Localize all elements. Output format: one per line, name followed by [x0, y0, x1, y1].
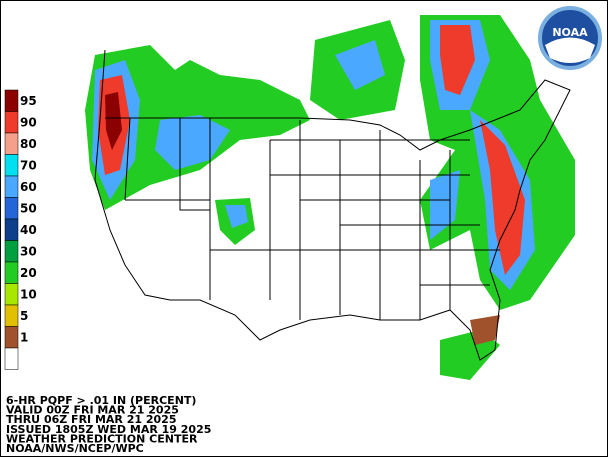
legend: 95 90 80 70 60 50 40 30 20 10 5 1	[4, 89, 37, 370]
footer-line: VALID 00Z FRI MAR 21 2025	[6, 404, 179, 417]
legend-swatch-blank	[4, 347, 19, 370]
legend-label: 95	[20, 94, 37, 108]
footer: 6-HR PQPF > .01 IN (PERCENT)VALID 00Z FR…	[6, 394, 211, 455]
legend-label: 90	[20, 115, 37, 129]
footer-line: THRU 06Z FRI MAR 21 2025	[6, 413, 176, 426]
footer-line: ISSUED 1805Z WED MAR 19 2025	[6, 423, 211, 436]
legend-label: 60	[20, 180, 37, 194]
legend-swatch	[4, 89, 19, 112]
legend-swatch	[4, 240, 19, 263]
legend-label: 30	[20, 244, 37, 258]
footer-line: WEATHER PREDICTION CENTER	[6, 432, 198, 445]
legend-swatch	[4, 218, 19, 241]
legend-label: 10	[20, 287, 37, 301]
footer-line: 6-HR PQPF > .01 IN (PERCENT)	[6, 394, 196, 407]
legend-swatch	[4, 197, 19, 220]
boundaries	[94, 49, 571, 361]
legend-label: 40	[20, 223, 37, 237]
legend-label: 1	[20, 330, 28, 344]
legend-swatch	[4, 154, 19, 177]
legend-swatch	[4, 304, 19, 327]
legend-swatch	[4, 175, 19, 198]
noaa-logo: NOAA	[538, 6, 602, 70]
legend-label: 70	[20, 158, 37, 172]
legend-swatch	[4, 132, 19, 155]
legend-swatch	[4, 283, 19, 306]
legend-label: 5	[20, 309, 28, 323]
legend-label: 80	[20, 137, 37, 151]
legend-swatch	[4, 261, 19, 284]
footer-line: NOAA/NWS/NCEP/WPC	[6, 442, 144, 455]
precip-areas	[85, 15, 575, 380]
logo-text: NOAA	[552, 26, 588, 39]
legend-swatch	[4, 326, 19, 349]
legend-label: 20	[20, 266, 37, 280]
legend-label: 50	[20, 201, 37, 215]
legend-swatch	[4, 111, 19, 134]
